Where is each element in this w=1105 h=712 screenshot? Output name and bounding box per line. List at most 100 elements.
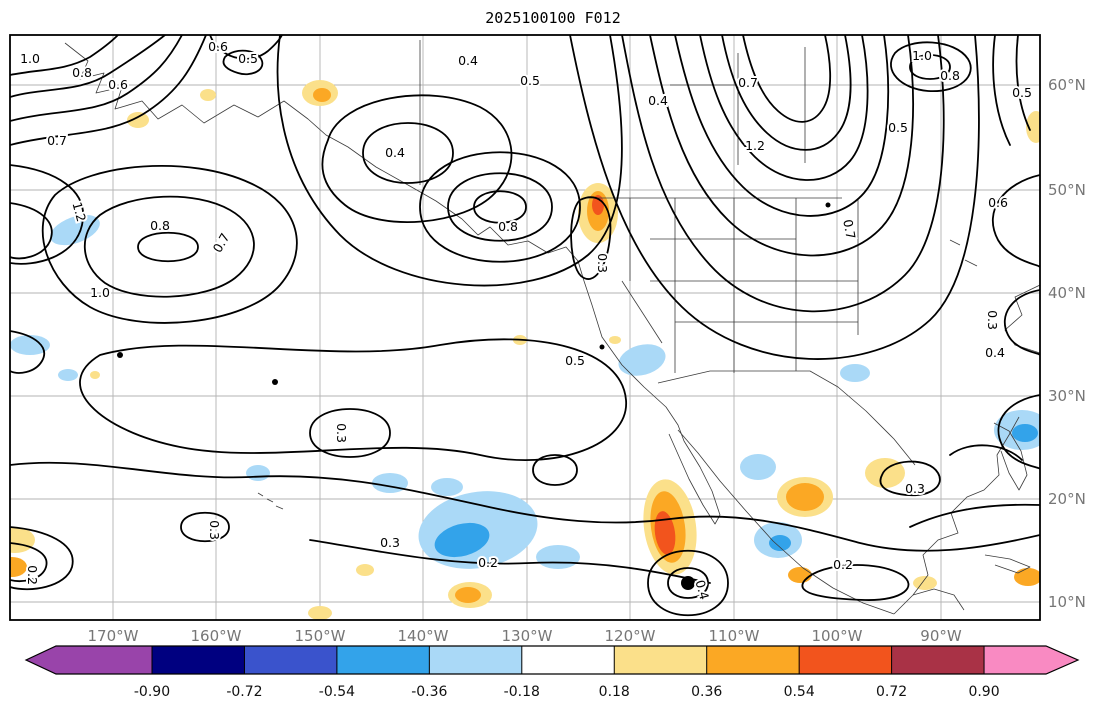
- colorbar-tick-label: -0.54: [319, 684, 355, 700]
- contour-label: 0.3: [334, 423, 349, 443]
- contour-label: 0.5: [520, 73, 540, 88]
- colorbar-tick-label: -0.90: [134, 684, 170, 700]
- contour-path: [79, 338, 627, 462]
- colorbar-segment: [706, 646, 800, 674]
- contour-path: [447, 172, 553, 242]
- anomaly-patch: [1012, 424, 1038, 442]
- anomaly-patch: [1014, 568, 1040, 586]
- contour-path: [10, 35, 166, 98]
- contour-label: 0.8: [150, 218, 170, 233]
- contour-label: 0.7: [840, 218, 858, 240]
- contour-label: 0.3: [985, 310, 1000, 330]
- contour-path: [721, 35, 852, 151]
- anomaly-patch: [90, 371, 100, 379]
- anomaly-patch: [1026, 111, 1040, 143]
- geography-path: [64, 42, 721, 525]
- geography-path: [984, 554, 1031, 574]
- lon-tick-label: 160°W: [191, 627, 242, 645]
- extremum-dot: [599, 344, 605, 350]
- contour-path: [801, 564, 910, 601]
- contour-label: 0.4: [985, 345, 1005, 360]
- contour-path: [674, 35, 890, 217]
- contour-label: 0.5: [565, 353, 585, 368]
- colorbar-tick-label: 0.72: [876, 684, 907, 700]
- anomaly-patch: [50, 214, 100, 246]
- lon-tick-label: 120°W: [605, 627, 656, 645]
- plot-title: 2025100100 F012: [485, 9, 620, 27]
- anomaly-patch: [654, 511, 676, 555]
- anomaly-patch: [455, 587, 481, 603]
- geography-path: [993, 422, 1028, 491]
- contour-label: 0.2: [478, 555, 498, 570]
- lat-tick-label: 10°N: [1048, 593, 1086, 611]
- contour-label: 0.8: [72, 65, 92, 80]
- contour-label: 0.3: [905, 481, 925, 496]
- lat-tick-label: 60°N: [1048, 76, 1086, 94]
- geography-path: [677, 429, 895, 615]
- contour-path: [83, 195, 255, 298]
- contour-path: [10, 542, 48, 582]
- contour-path: [570, 196, 612, 280]
- lat-tick-label: 50°N: [1048, 181, 1086, 199]
- contour-path: [10, 526, 74, 591]
- anomaly-patch: [10, 335, 50, 355]
- colorbar-tick-label: 0.36: [691, 684, 722, 700]
- lon-tick-label: 130°W: [502, 627, 553, 645]
- contour-path: [569, 35, 980, 360]
- contour-path: [879, 460, 941, 497]
- colorbar-segment: [244, 646, 337, 674]
- contour-path: [621, 35, 945, 313]
- colorbar-tick-label: 0.90: [968, 684, 999, 700]
- lat-tick-label: 40°N: [1048, 284, 1086, 302]
- geography-path: [670, 47, 806, 165]
- colorbar-outline: [24, 645, 1080, 675]
- anomaly-patch: [308, 606, 332, 620]
- lat-tick-label: 30°N: [1048, 387, 1086, 405]
- contour-path: [909, 54, 951, 80]
- colorbar-segment: [152, 646, 245, 674]
- anomaly-patch: [788, 567, 812, 583]
- contour-path: [992, 35, 1011, 146]
- contour-label: 1.0: [20, 51, 40, 66]
- contour-path: [742, 35, 832, 123]
- lon-tick-label: 150°W: [295, 627, 346, 645]
- contour-label: 0.5: [238, 51, 258, 66]
- anomaly-patch: [618, 344, 666, 376]
- colorbar-segment: [799, 646, 892, 674]
- contour-label: 0.7: [47, 133, 67, 148]
- contour-path: [309, 539, 711, 584]
- contour-label: 0.4: [693, 578, 713, 601]
- contour-path: [419, 151, 581, 263]
- contour-path: [909, 503, 1040, 528]
- contour-label: 0.4: [648, 93, 668, 108]
- anomaly-patch: [356, 564, 374, 576]
- contour-label: 0.5: [1012, 85, 1032, 100]
- anomaly-patch: [246, 465, 270, 481]
- contour-path: [949, 444, 1023, 461]
- contour-path: [667, 567, 709, 599]
- contour-path: [699, 35, 869, 181]
- contour-path: [10, 35, 119, 76]
- colorbar-under-segment: [56, 646, 152, 674]
- contour-label: 0.3: [595, 253, 610, 273]
- anomaly-patch: [769, 535, 791, 551]
- colorbar: -0.90 -0.72 -0.54 -0.36 -0.18 0.18 0.36 0.54 0.7…: [24, 645, 1080, 700]
- extremum-dot: [681, 576, 695, 590]
- contour-label: 0.2: [833, 557, 853, 572]
- lon-tick-labels: 170°W 160°W 150°W 140°W 130°W 120°W 110°W 100°W…: [88, 627, 962, 645]
- contour-path: [276, 35, 623, 287]
- geography-path: [949, 239, 978, 267]
- contour-path: [532, 454, 578, 486]
- anomaly-patch: [434, 522, 490, 558]
- contour-path: [321, 94, 513, 224]
- contour-path: [997, 394, 1040, 470]
- anomaly-patch: [609, 336, 621, 344]
- contour-path: [309, 408, 391, 458]
- lat-tick-label: 20°N: [1048, 490, 1086, 508]
- contour-label: 0.4: [385, 145, 405, 160]
- colorbar-segment: [614, 646, 707, 674]
- anomaly-patch: [786, 483, 824, 511]
- anomaly-patch: [740, 454, 776, 480]
- anomaly-patch: [10, 557, 27, 577]
